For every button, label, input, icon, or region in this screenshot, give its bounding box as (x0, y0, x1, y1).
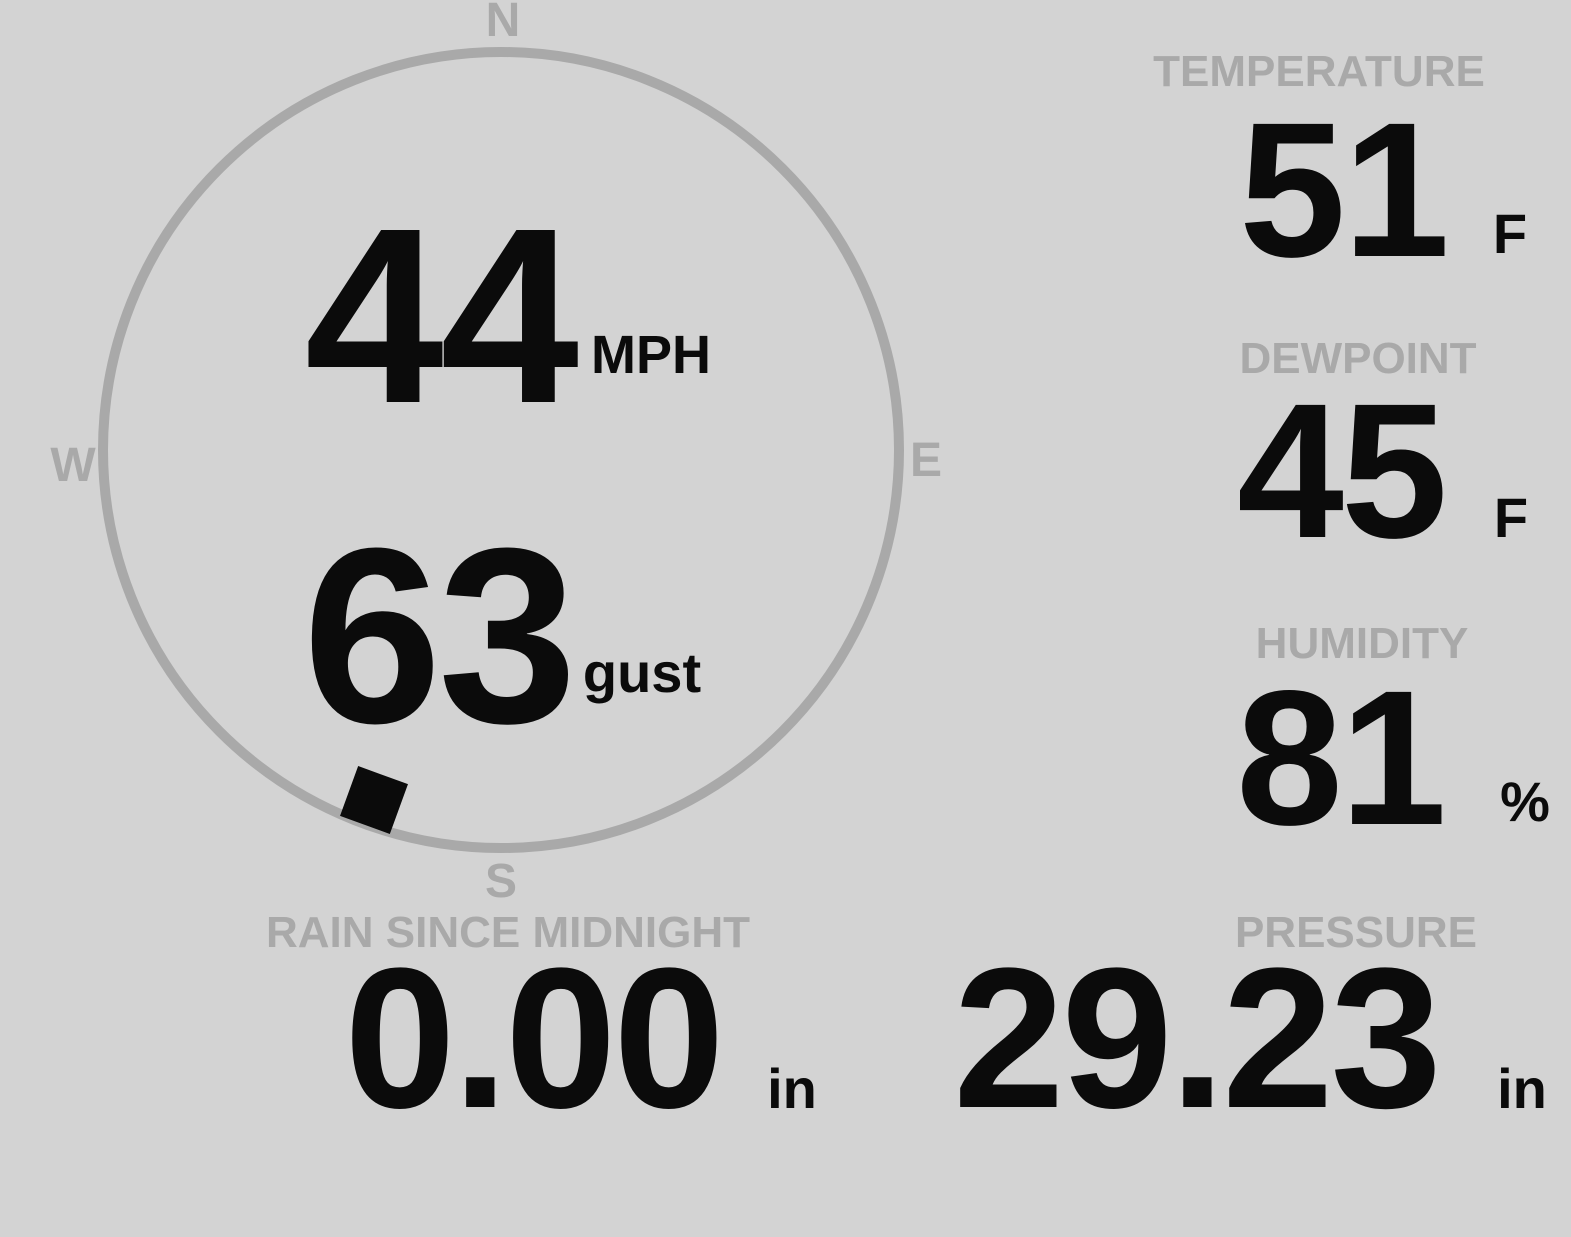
temperature-label: TEMPERATURE (1153, 47, 1485, 96)
compass-ring (98, 47, 904, 853)
humidity-label: HUMIDITY (1255, 619, 1469, 668)
compass-label-north: N (485, 0, 521, 47)
pressure-value: 29.23 (953, 927, 1441, 1150)
temperature-unit: F (1492, 202, 1528, 265)
temperature-value: 51 (1239, 82, 1450, 297)
compass-label-east: E (909, 434, 943, 487)
humidity-unit: % (1500, 770, 1550, 833)
wind-speed-value: 44 (304, 176, 579, 455)
rain-unit: in (767, 1057, 817, 1120)
rain-label: RAIN SINCE MIDNIGHT (266, 908, 750, 957)
pressure-unit: in (1497, 1057, 1547, 1120)
dewpoint-unit: F (1493, 486, 1529, 549)
humidity-value: 81 (1236, 650, 1447, 865)
wind-gust-value: 63 (302, 496, 577, 775)
wind-gust-unit: gust (582, 641, 702, 704)
rain-value: 0.00 (344, 927, 724, 1150)
compass-label-west: W (50, 439, 96, 492)
wind-speed-unit: MPH (591, 325, 711, 385)
dewpoint-value: 45 (1237, 363, 1448, 578)
dewpoint-label: DEWPOINT (1239, 334, 1477, 383)
pressure-label: PRESSURE (1234, 908, 1478, 957)
compass-label-south: S (484, 855, 518, 908)
